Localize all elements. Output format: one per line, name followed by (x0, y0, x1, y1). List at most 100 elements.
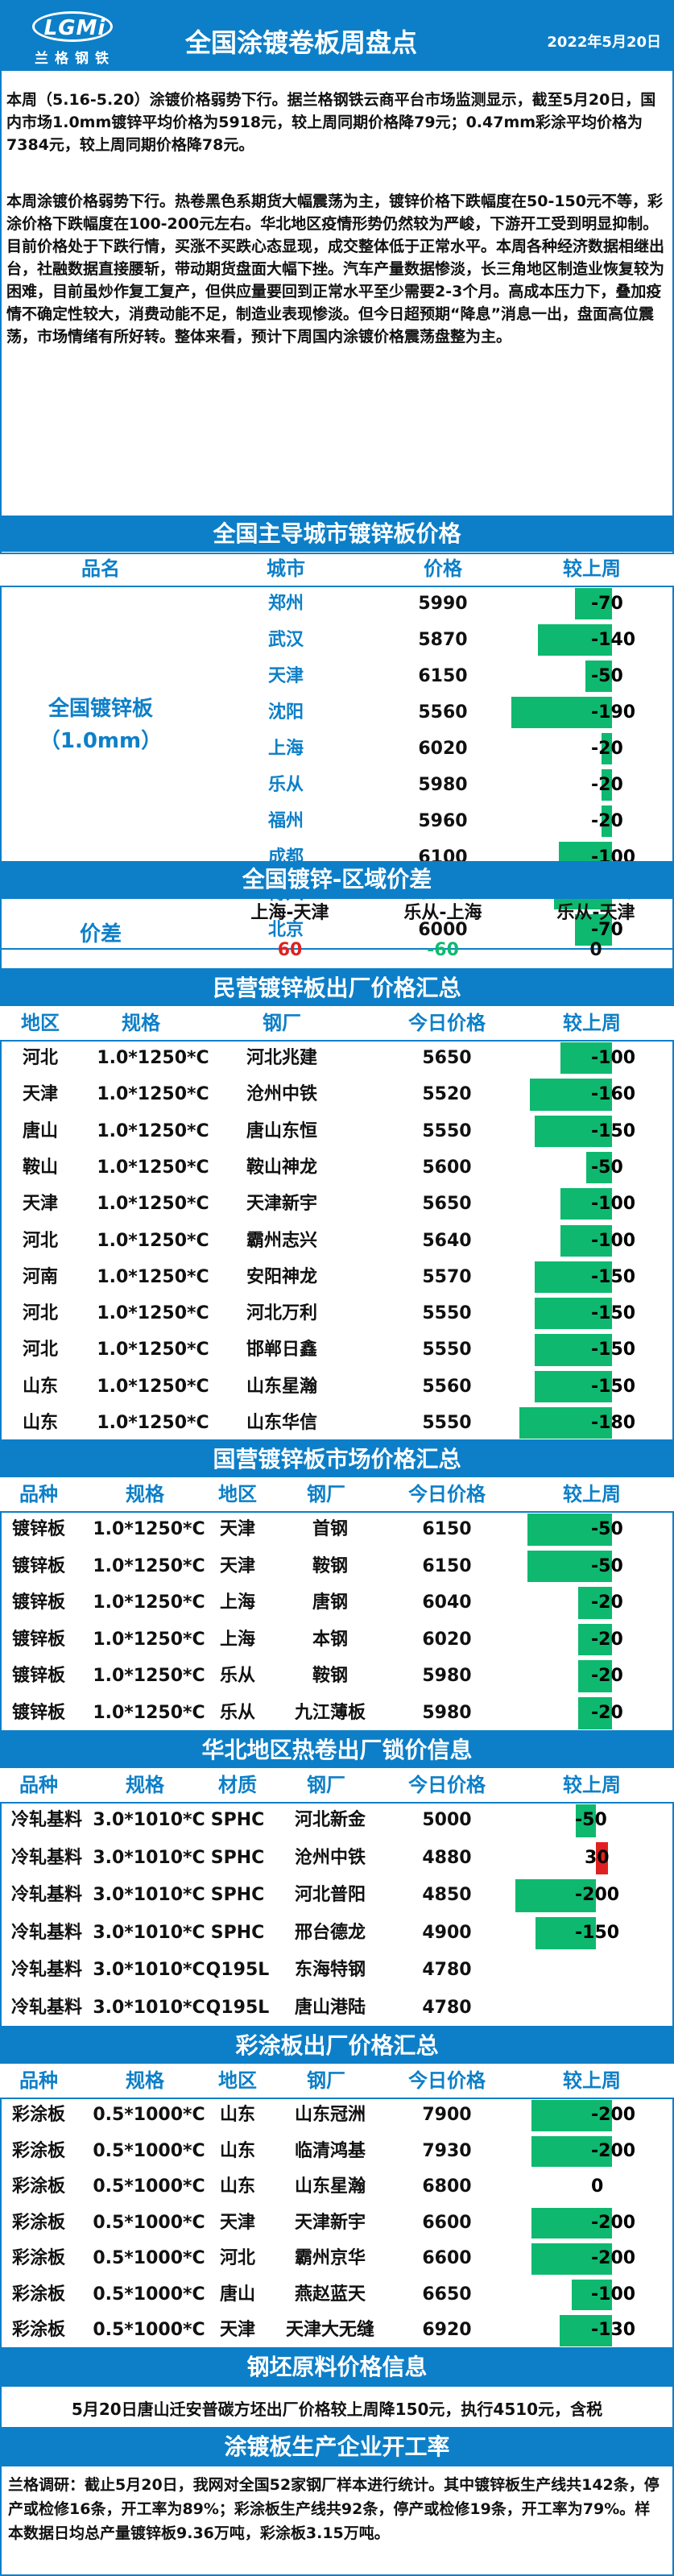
product-label-line1: 全国镀锌板 (48, 697, 153, 721)
color-coated-kind: 彩涂板 (11, 2212, 65, 2233)
color-coated-row: 彩涂板 0.5*1000*C 山东 山东冠洲 7900 -200 (0, 2098, 674, 2134)
state-mill-kind: 镀锌板 (11, 1519, 65, 1539)
color-coated-price: 6600 (422, 2248, 472, 2268)
product-label-line2: （1.0mm） (39, 729, 163, 753)
private-mill-mill: 沧州中铁 (246, 1084, 317, 1105)
state-mill-region: 乐从 (219, 1666, 255, 1687)
private-mill-row: 河北 1.0*1250*C 河北兆建 5650 -100 (0, 1040, 674, 1076)
section7-frame (0, 2385, 674, 2429)
header-mill: 钢厂 (307, 1483, 345, 1505)
color-coated-price: 6600 (422, 2212, 472, 2233)
color-coated-region: 山东 (219, 2140, 255, 2161)
private-mill-change-bar (519, 1407, 612, 1439)
private-mill-row: 唐山 1.0*1250*C 唐山东恒 5550 -150 (0, 1113, 674, 1149)
private-mill-price: 5650 (422, 1194, 472, 1215)
private-mill-change-value: -150 (591, 1376, 636, 1397)
header-mill: 钢厂 (263, 1012, 301, 1034)
color-coated-region: 河北 (219, 2248, 255, 2268)
private-mill-mill: 邯郸日鑫 (246, 1340, 317, 1360)
state-mill-change-bar (527, 1550, 612, 1583)
color-coated-change-bar (531, 2100, 612, 2131)
state-mill-price: 5980 (422, 1703, 472, 1723)
private-mill-change-value: -160 (591, 1084, 636, 1105)
hot-roll-price: 5000 (422, 1810, 472, 1830)
spread-value-1: 60 (277, 940, 303, 960)
hot-roll-change-value: 30 (585, 1847, 610, 1868)
hot-roll-change-value: -150 (575, 1922, 620, 1943)
private-mill-row: 山东 1.0*1250*C 山东星瀚 5560 -150 (0, 1369, 674, 1405)
private-mill-price: 5550 (422, 1413, 472, 1433)
spread-value-3: 0 (589, 940, 602, 960)
brand-logo: LGMi 兰格钢铁 (23, 11, 127, 67)
city-price-change-value: -50 (591, 666, 623, 686)
color-coated-kind: 彩涂板 (11, 2105, 65, 2125)
private-mill-mill: 山东星瀚 (246, 1376, 317, 1397)
color-coated-mill: 临清鸿基 (294, 2140, 366, 2161)
hot-roll-row: 冷轧基料 3.0*1010*C SPHC 河北新金 5000 -50 (0, 1802, 674, 1840)
private-mill-price: 5550 (422, 1303, 472, 1324)
state-mill-row: 镀锌板 1.0*1250*C 乐从 鞍钢 5980 -20 (0, 1658, 674, 1695)
city-price-city: 沈阳 (267, 702, 304, 723)
city-price-change-bar (602, 733, 612, 764)
color-coated-change-value: 0 (591, 2176, 604, 2197)
color-coated-row: 彩涂板 0.5*1000*C 山东 临清鸿基 7930 -200 (0, 2134, 674, 2170)
hot-roll-kind: 冷轧基料 (10, 1810, 82, 1830)
header-region: 地区 (218, 1483, 257, 1505)
private-mill-region: 唐山 (22, 1120, 58, 1141)
private-mill-mill: 河北兆建 (246, 1048, 317, 1068)
color-coated-row: 彩涂板 0.5*1000*C 天津 天津大无缝 6920 -130 (0, 2313, 674, 2349)
section-title-city-prices: 全国主导城市镀锌板价格 (0, 516, 674, 552)
color-coated-spec: 0.5*1000*C (93, 2320, 205, 2340)
color-coated-price: 6800 (422, 2176, 472, 2197)
color-coated-region: 山东 (219, 2176, 255, 2197)
state-mill-change-value: -50 (591, 1555, 623, 1576)
private-mill-change-bar (535, 1334, 612, 1366)
header-change: 较上周 (563, 1012, 621, 1034)
color-coated-change-bar (531, 2207, 612, 2238)
color-coated-region: 唐山 (219, 2284, 255, 2305)
hot-roll-material: SPHC (210, 1922, 265, 1943)
private-mill-change-value: -180 (591, 1413, 636, 1433)
header-change: 较上周 (563, 1774, 621, 1796)
private-mill-mill: 霸州志兴 (246, 1230, 317, 1251)
private-mill-row: 河北 1.0*1250*C 霸州志兴 5640 -100 (0, 1223, 674, 1259)
color-coated-mill: 山东星瀚 (294, 2176, 366, 2197)
hot-roll-material: SPHC (210, 1885, 265, 1906)
section3-frame (0, 1040, 674, 1441)
hot-roll-mill: 沧州中铁 (294, 1847, 366, 1868)
spread-col-1: 上海-天津 (250, 903, 329, 923)
color-coated-spec: 0.5*1000*C (93, 2284, 205, 2305)
hot-roll-kind: 冷轧基料 (10, 1998, 82, 2018)
private-mill-spec: 1.0*1250*C (97, 1230, 209, 1251)
private-mill-spec: 1.0*1250*C (97, 1120, 209, 1141)
city-price-change-bar (511, 697, 612, 728)
private-mill-change-value: -150 (591, 1266, 636, 1287)
section-title-billet: 钢坯原料价格信息 (0, 2349, 674, 2385)
header-spec: 规格 (122, 1012, 160, 1034)
private-mill-change-value: -150 (591, 1340, 636, 1360)
city-price-change-bar (585, 661, 612, 692)
color-coated-mill: 山东冠洲 (294, 2105, 366, 2125)
color-coated-change-value: -100 (591, 2284, 636, 2305)
city-price-row: 沈阳 5560 -190 (0, 694, 674, 731)
private-mill-change-bar (560, 1224, 612, 1257)
private-mill-change-bar (535, 1298, 612, 1330)
private-mill-region: 天津 (22, 1084, 58, 1105)
private-mill-price: 5640 (422, 1230, 472, 1251)
private-mill-change-bar (586, 1151, 612, 1184)
state-mill-mill: 本钢 (312, 1629, 348, 1650)
city-price-change-value: -140 (591, 630, 636, 650)
color-coated-change-value: -200 (591, 2105, 636, 2125)
color-coated-row: 彩涂板 0.5*1000*C 唐山 燕赵蓝天 6650 -100 (0, 2277, 674, 2313)
header-kind: 品种 (19, 2069, 58, 2092)
state-mill-change-bar (578, 1623, 612, 1656)
state-mill-row: 镀锌板 1.0*1250*C 天津 首钢 6150 -50 (0, 1511, 674, 1548)
private-mill-change-value: -100 (591, 1194, 636, 1215)
state-mill-region: 乐从 (219, 1703, 255, 1723)
private-mill-region: 河南 (22, 1266, 58, 1287)
color-coated-change-bar (531, 2135, 612, 2167)
header-change: 较上周 (563, 2069, 621, 2092)
city-price-row: 福州 5960 -20 (0, 803, 674, 839)
city-price-row: 上海 6020 -20 (0, 731, 674, 767)
state-mill-change-value: -20 (591, 1592, 623, 1613)
